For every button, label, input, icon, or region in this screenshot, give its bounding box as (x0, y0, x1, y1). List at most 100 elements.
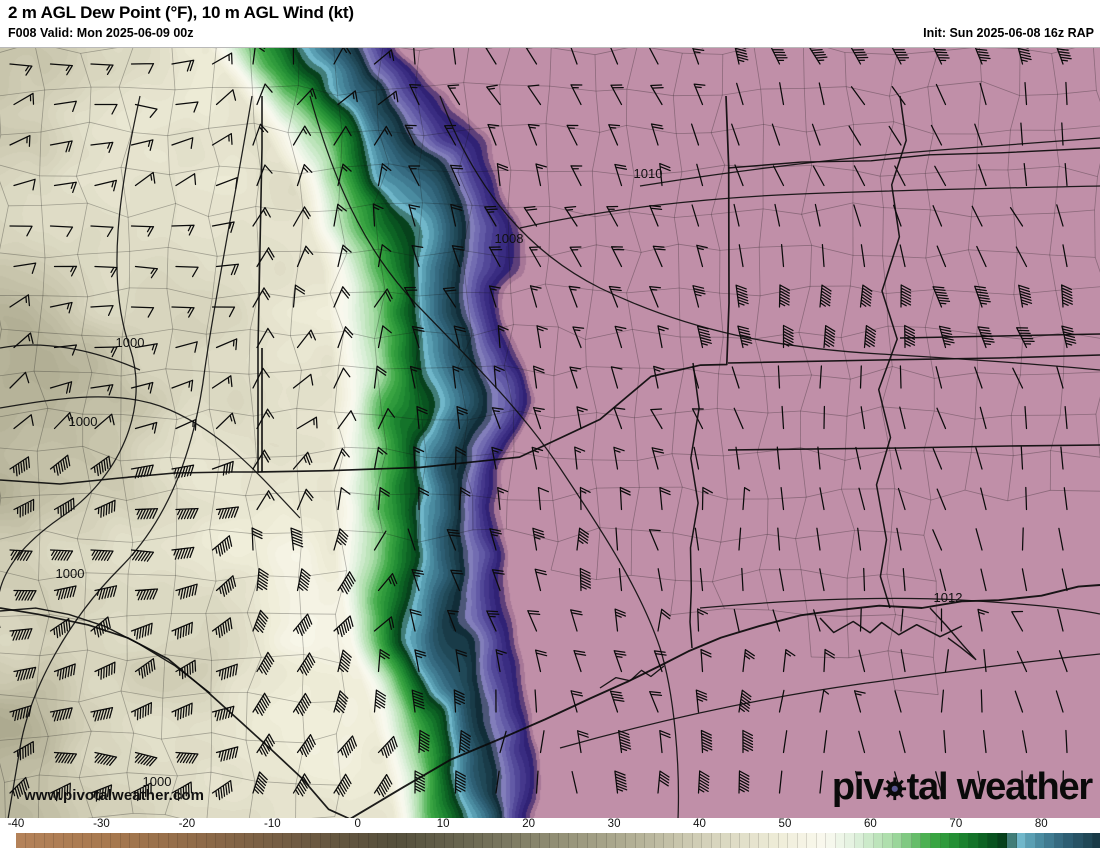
wind-barb (211, 460, 234, 476)
colorbar-swatch (740, 833, 750, 848)
wind-barb (215, 89, 237, 106)
wind-barb (1024, 81, 1028, 106)
wind-barb (488, 246, 503, 268)
colorbar-swatch (1026, 833, 1036, 848)
wind-barb (900, 608, 904, 632)
colorbar-swatch (416, 833, 426, 848)
wind-barb (614, 608, 627, 632)
wind-barb (859, 284, 873, 308)
colorbar-swatch (950, 833, 960, 848)
wind-barb (9, 294, 31, 308)
wind-barb (566, 124, 579, 146)
colorbar-swatch (816, 833, 827, 848)
colorbar-swatch (673, 833, 684, 848)
wind-barb (534, 689, 538, 713)
colorbar-swatch (111, 833, 121, 848)
wind-barb (975, 447, 983, 470)
colorbar-swatch (502, 833, 512, 848)
wind-barb (450, 569, 464, 592)
wind-barb (932, 286, 951, 308)
colorbar-swatch (1083, 833, 1094, 848)
colorbar-swatch (854, 833, 865, 848)
wind-barb (94, 499, 116, 518)
wind-barb (1058, 527, 1064, 551)
wind-barb (1016, 327, 1035, 349)
wind-barb (579, 567, 592, 592)
wind-barb (531, 446, 544, 470)
wind-barb (570, 84, 583, 106)
wind-barb (296, 245, 314, 268)
wind-barb (930, 124, 943, 146)
wind-barb (130, 381, 154, 394)
wind-barb (1020, 122, 1024, 146)
wind-barb (1055, 690, 1064, 713)
wind-barb (568, 285, 581, 308)
wind-barb (649, 285, 662, 308)
wind-barb (403, 286, 418, 308)
map-canvas-container[interactable]: 1010 1008 1000 1000 1000 1000 1012 www.pivotal… (0, 47, 1100, 818)
wind-barb (94, 103, 118, 115)
wind-barb (537, 486, 550, 511)
colorbar-swatch (978, 833, 989, 848)
wind-barb (860, 244, 866, 268)
wind-barb (694, 527, 700, 551)
site-url-watermark: www.pivotalweather.com (24, 787, 205, 804)
wind-barb (936, 488, 947, 511)
colorbar-swatch (254, 833, 264, 848)
wind-barb (292, 692, 312, 716)
wind-barb (736, 82, 744, 106)
wind-barb (899, 365, 902, 389)
colorbar-swatch (835, 833, 846, 848)
colorbar-swatch (206, 833, 217, 848)
wind-barb (863, 567, 866, 592)
wind-barb (337, 326, 354, 349)
colorbar-tick: -30 (93, 818, 110, 830)
wind-barb (372, 203, 384, 227)
wind-barb (1061, 568, 1068, 592)
wind-barb (734, 164, 744, 187)
colorbar-swatch (425, 833, 436, 848)
wind-barb (49, 617, 71, 639)
wind-barb (252, 692, 271, 716)
wind-barb (90, 784, 113, 802)
wind-barb (980, 689, 983, 713)
wind-barb (452, 365, 464, 389)
wind-barb (408, 165, 421, 187)
wind-barb (894, 690, 902, 713)
wind-barb (980, 487, 987, 511)
wind-barb (617, 730, 632, 754)
wind-barb (90, 63, 114, 76)
wind-barb (296, 87, 317, 106)
wind-barb (650, 408, 663, 430)
wind-barb (337, 244, 352, 268)
wind-barb (894, 447, 902, 470)
wind-barb (9, 134, 31, 147)
wind-barb (848, 125, 862, 146)
wind-barb (780, 243, 785, 268)
colorbar-swatch (216, 833, 226, 848)
colorbar-swatch (139, 833, 150, 848)
colorbar-swatch (387, 833, 398, 848)
wind-barb (409, 83, 422, 106)
colorbar[interactable]: -40 -30 -20 -10 0 10 20 30 40 50 60 70 80 (0, 818, 1100, 850)
wind-barb (693, 83, 706, 106)
wind-barb (175, 101, 199, 113)
colorbar-swatch (158, 833, 169, 848)
wind-barb (570, 48, 578, 65)
wind-barb (1017, 48, 1032, 65)
wind-barb (819, 284, 832, 308)
wind-barb (251, 527, 263, 551)
colorbar-swatch (187, 833, 198, 848)
wind-barb (411, 244, 424, 268)
colorbar-swatch (654, 833, 665, 848)
wind-barb (821, 243, 825, 268)
wind-barb (292, 773, 311, 797)
wind-barb (333, 447, 350, 470)
wind-barb (49, 63, 74, 76)
map-header: 2 m AGL Dew Point (°F), 10 m AGL Wind (k… (0, 0, 1100, 48)
wind-barb (94, 346, 118, 358)
wind-barb (1061, 122, 1064, 146)
wind-barb (90, 141, 114, 154)
colorbar-swatch (883, 833, 893, 848)
colorbar-swatch (44, 833, 55, 848)
